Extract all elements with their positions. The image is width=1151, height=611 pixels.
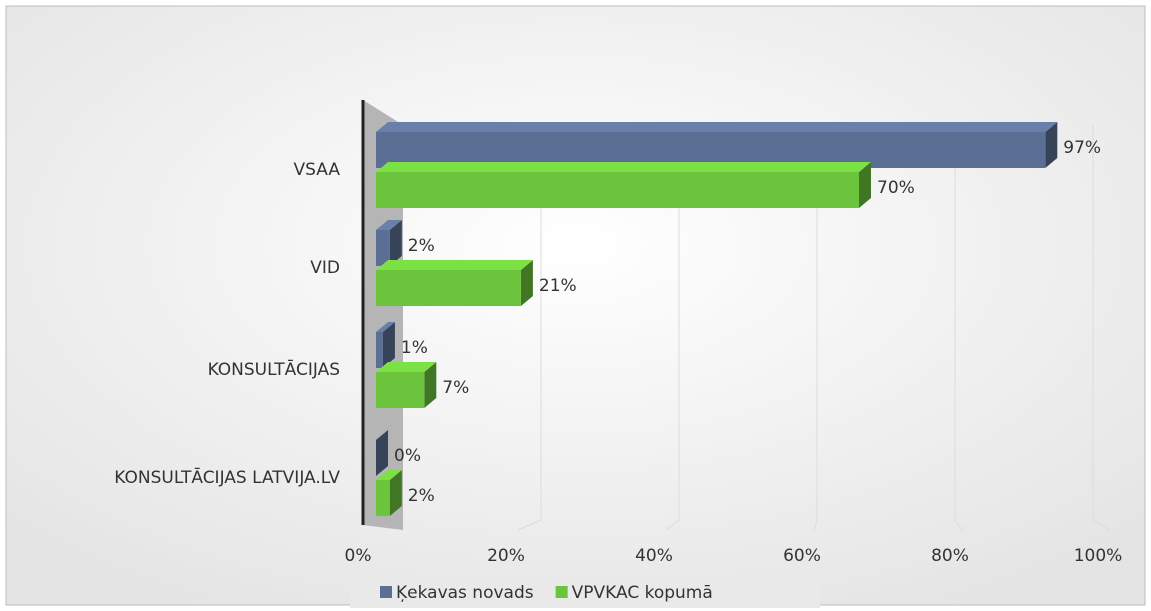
data-label: 70% [877,178,915,198]
bar-side [1045,122,1058,168]
chart-area [5,5,1146,606]
y-tick-label: KONSULTĀCIJAS LATVIJA.LV [114,466,340,488]
bar-side [382,322,395,368]
bar-top [376,322,395,332]
bar [376,480,390,516]
bar-side [520,260,533,306]
bar-top [376,122,1058,132]
bar-side [424,362,437,408]
y-tick-label: VSAA [294,160,341,180]
data-label: 1% [401,338,428,358]
bar-side [389,470,402,516]
bar [376,230,390,266]
legend-box [350,578,820,608]
data-label: 2% [408,236,435,256]
y-tick-label: VID [310,258,340,278]
data-label: 2% [408,486,435,506]
bar [376,172,859,208]
grid-line [517,125,542,531]
x-tick-label: 20% [487,546,525,566]
x-tick-label: 80% [931,546,969,566]
legend-label: VPVKAC kopumā [572,583,713,603]
x-tick-label: 100% [1074,546,1123,566]
y-tick-label: KONSULTĀCIJAS [208,358,340,380]
x-tick-label: 60% [783,546,821,566]
grid-line [813,125,818,531]
legend-swatch [380,586,392,598]
x-tick-label: 40% [635,546,673,566]
bar [376,270,521,306]
x-tick-label: 0% [345,546,372,566]
bar-top [376,162,871,172]
data-label: 0% [394,446,421,466]
bar [376,332,383,368]
grid-line [954,125,963,531]
data-label: 97% [1063,138,1101,158]
legend-swatch [555,586,568,598]
grid-line [665,125,680,531]
bar-top [376,220,402,230]
grid-line [1092,125,1111,531]
bar-top [376,470,402,480]
bar-side [389,220,402,266]
bar-side [859,162,871,208]
bar-top [376,362,437,372]
data-label: 21% [539,276,577,296]
bar [376,372,425,408]
bar-top [376,260,533,270]
legend-label: Ķekavas novads [396,583,534,603]
bar-side [376,430,388,476]
data-label: 7% [442,378,469,398]
